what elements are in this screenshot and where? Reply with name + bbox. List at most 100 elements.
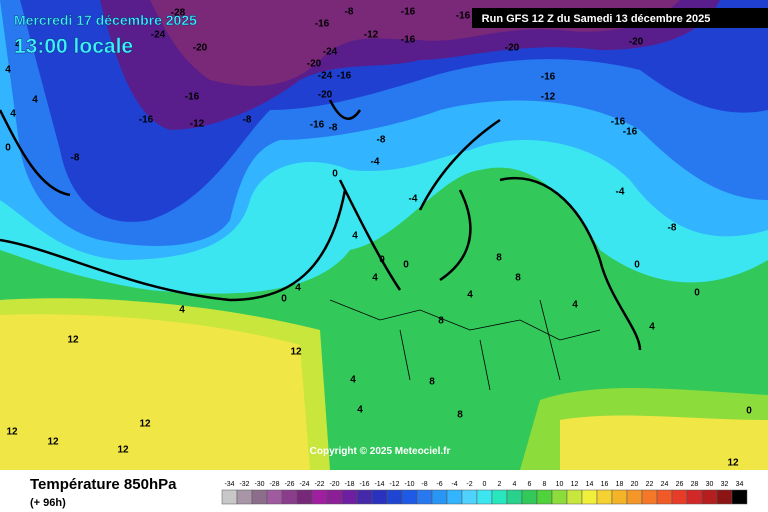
contour-label: 0 [403,260,409,271]
run-info: Run GFS 12 Z du Samedi 13 décembre 2025 [482,13,711,25]
map [0,0,768,470]
legend-value: 26 [676,481,684,488]
contour-label: -4 [371,157,380,168]
legend-swatch [536,489,553,505]
legend-swatch [611,489,628,505]
legend-value: 16 [601,481,609,488]
copyright: Copyright © 2025 Meteociel.fr [310,446,451,457]
legend-value: 28 [691,481,699,488]
legend-value: 22 [646,481,654,488]
contour-label: -20 [318,90,333,101]
contour-label: 12 [139,419,151,430]
legend-swatch [581,489,598,505]
legend-swatch [731,489,748,505]
legend-swatch [341,489,358,505]
legend-swatch [431,489,448,505]
contour-label: -16 [139,115,154,126]
contour-label: -8 [329,123,338,134]
legend-swatch [236,489,253,505]
contour-label: 4 [467,290,473,301]
legend-value: 34 [736,481,744,488]
contour-label: -16 [611,117,626,128]
legend-value: -12 [389,481,399,488]
legend-value: 8 [543,481,547,488]
contour-label: 4 [350,375,356,386]
legend-value: 32 [721,481,729,488]
legend-swatch [326,489,343,505]
contour-label: -16 [310,120,325,131]
contour-label: 0 [634,260,640,271]
legend-value: -4 [451,481,457,488]
legend-value: 18 [616,481,624,488]
contour-label: -12 [190,119,205,130]
legend-value: 2 [498,481,502,488]
contour-label: 12 [290,347,302,358]
legend-value: -34 [224,481,234,488]
legend-swatch [416,489,433,505]
contour-label: 12 [47,437,59,448]
legend-value: -16 [359,481,369,488]
legend-swatch [506,489,523,505]
time: 13:00 locale [14,35,133,58]
legend-swatch [401,489,418,505]
legend-value: -10 [404,481,414,488]
legend-value: -28 [269,481,279,488]
legend-swatch [491,489,508,505]
date: Mercredi 17 décembre 2025 [14,12,197,28]
legend-swatch [656,489,673,505]
legend-swatch [461,489,478,505]
legend-swatch [221,489,238,505]
contour-label: -4 [616,187,625,198]
legend-value: 6 [528,481,532,488]
contour-label: -8 [668,223,677,234]
legend-value: -2 [466,481,472,488]
contour-label: 4 [179,305,185,316]
legend-value: 30 [706,481,714,488]
legend-value: 14 [586,481,594,488]
legend-value: -30 [254,481,264,488]
contour-label: 12 [67,335,79,346]
contour-label: -20 [629,37,644,48]
legend-value: 20 [631,481,639,488]
legend-swatch [671,489,688,505]
legend-swatch [311,489,328,505]
legend-value: -24 [299,481,309,488]
contour-label: -28 [171,8,186,19]
legend-value: -22 [314,481,324,488]
contour-label: 0 [5,143,11,154]
contour-label: 4 [352,231,358,242]
legend-swatch [521,489,538,505]
contour-label: 4 [15,40,21,51]
contour-label: -8 [243,115,252,126]
legend-swatch [566,489,583,505]
contour-label: -16 [337,71,352,82]
legend-swatch [476,489,493,505]
contour-label: -20 [307,59,322,70]
contour-label: 4 [295,283,301,294]
contour-label: 8 [515,273,521,284]
warm-area [0,314,310,470]
footer-subtitle: (+ 96h) [30,497,66,509]
legend-value: -6 [436,481,442,488]
contour-label: -8 [377,135,386,146]
legend-swatch [446,489,463,505]
legend-value: -8 [421,481,427,488]
legend-swatch [281,489,298,505]
legend-value: -20 [329,481,339,488]
legend-swatch [596,489,613,505]
contour-label: 12 [727,458,739,469]
contour-label: -16 [623,127,638,138]
legend-value: -14 [374,481,384,488]
legend-value: -32 [239,481,249,488]
legend-value: 12 [571,481,579,488]
contour-label: 4 [10,109,16,120]
legend-swatch [266,489,283,505]
contour-label: 0 [332,169,338,180]
footer-title: Température 850hPa [30,476,177,493]
legend-swatch [386,489,403,505]
legend-swatch [371,489,388,505]
legend-value: -26 [284,481,294,488]
legend-swatch [251,489,268,505]
legend-swatch [626,489,643,505]
